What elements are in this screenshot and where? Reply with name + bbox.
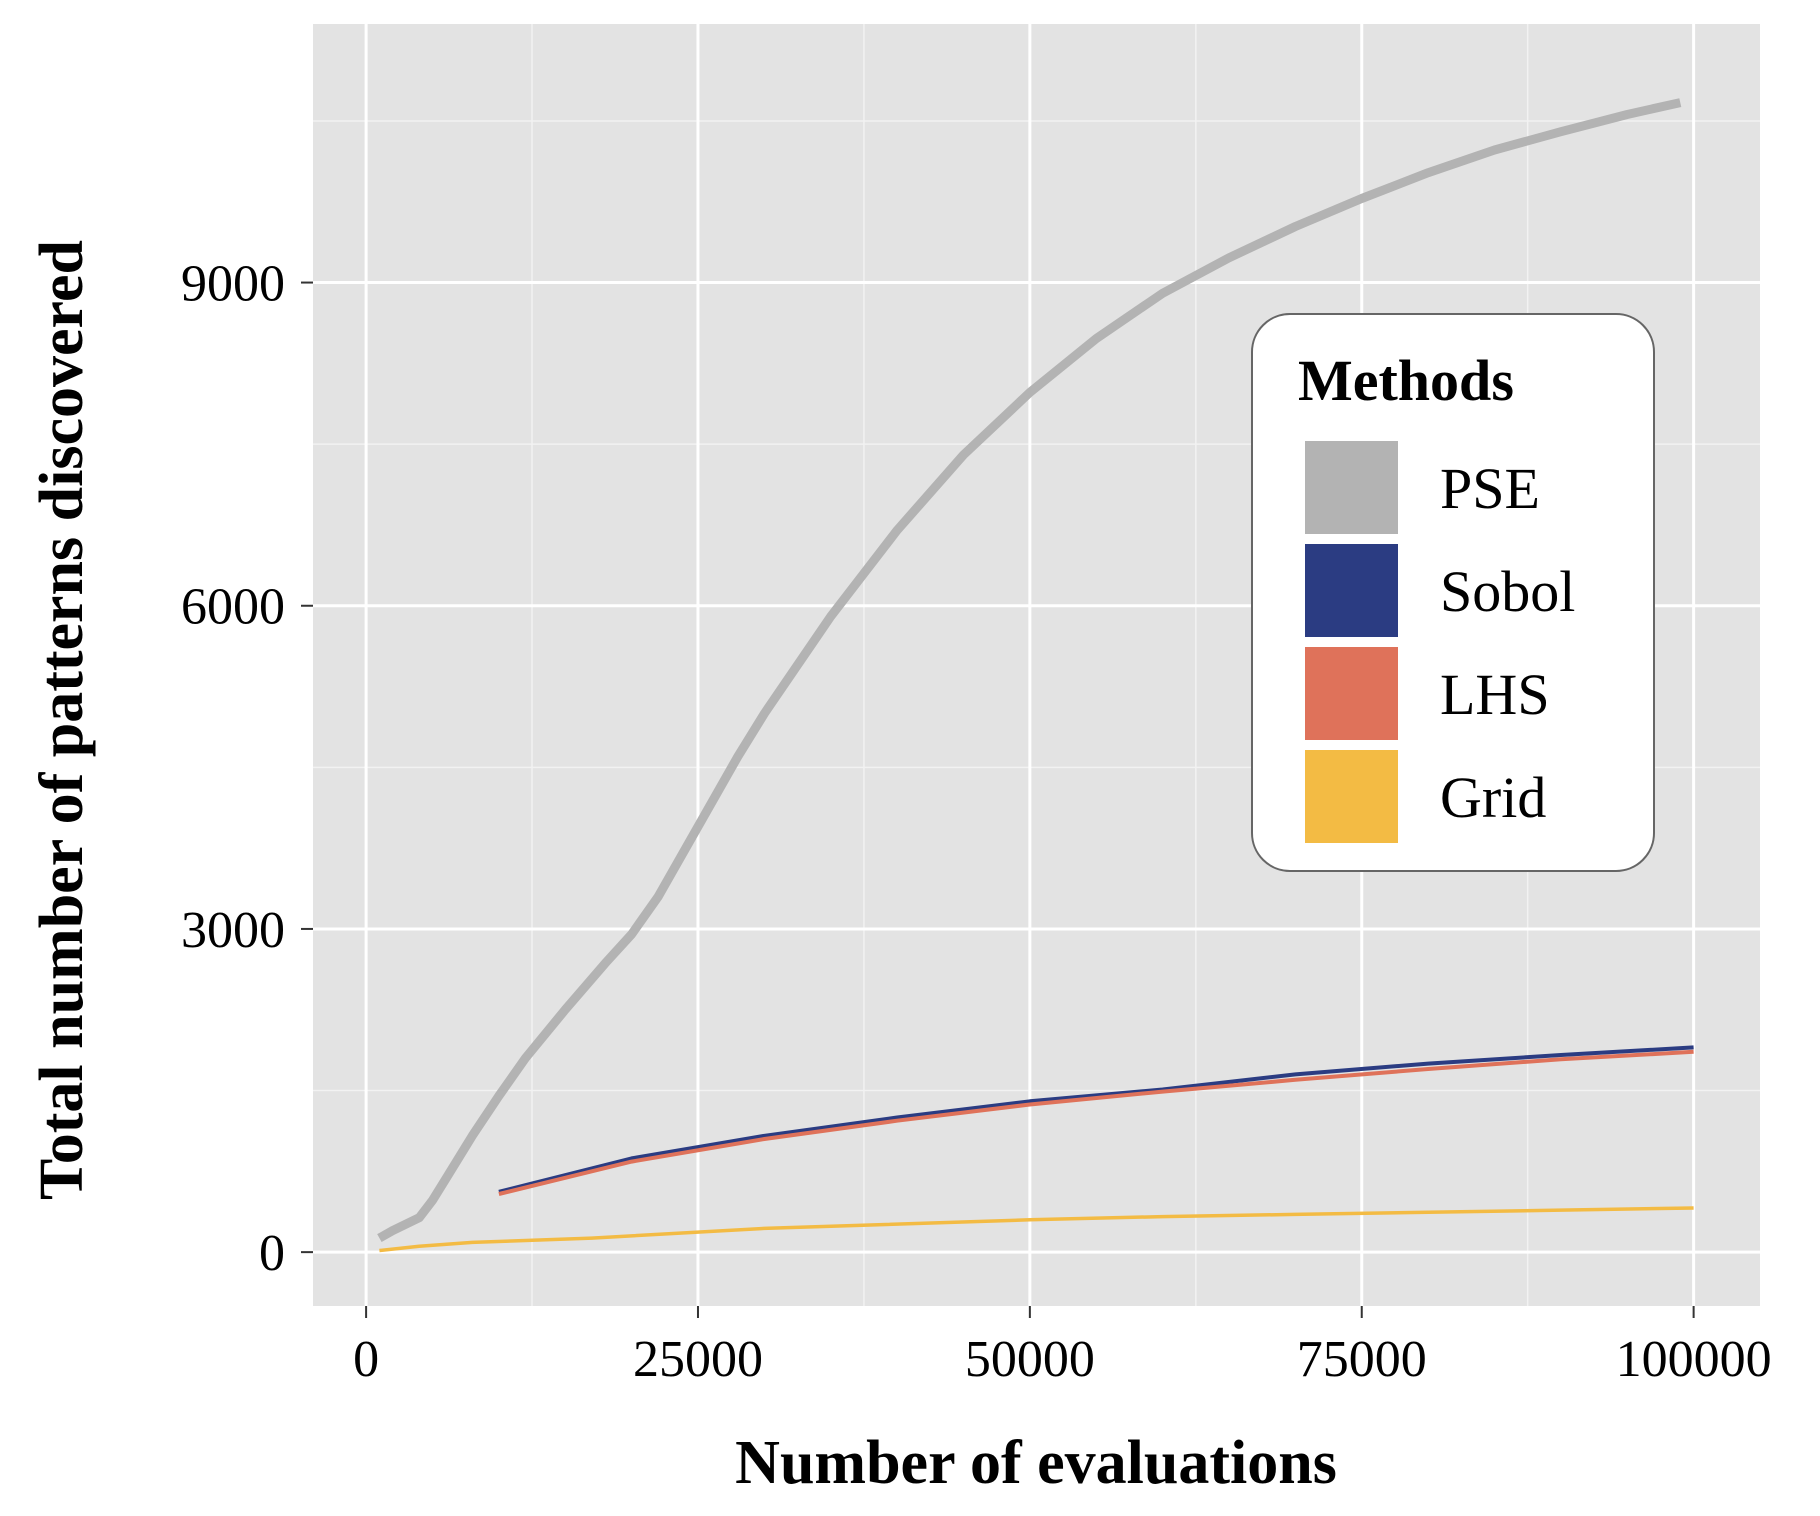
legend-label-sobol: Sobol xyxy=(1440,559,1575,624)
legend-label-grid: Grid xyxy=(1440,765,1546,830)
legend-label-lhs: LHS xyxy=(1440,662,1550,727)
x-tick-label: 50000 xyxy=(965,1331,1095,1388)
x-tick-label: 100000 xyxy=(1616,1331,1772,1388)
series-line-pse xyxy=(377,98,1682,1243)
y-axis: 0 3000 6000 9000 xyxy=(181,256,313,1282)
x-tick-label: 25000 xyxy=(633,1331,763,1388)
x-axis-title: Number of evaluations xyxy=(735,1429,1337,1497)
y-tick-label: 0 xyxy=(259,1225,285,1282)
series-line-sobol xyxy=(498,1045,1694,1194)
series-line-lhs xyxy=(498,1049,1694,1196)
legend-swatch-sobol xyxy=(1305,544,1398,637)
major-grid xyxy=(313,24,1760,1306)
y-tick-label: 9000 xyxy=(181,256,285,313)
legend-label-pse: PSE xyxy=(1440,456,1540,521)
y-tick-label: 3000 xyxy=(181,902,285,959)
x-tick-label: 0 xyxy=(353,1331,379,1388)
legend-swatch-pse xyxy=(1305,441,1398,534)
legend-swatch-lhs xyxy=(1305,647,1398,740)
y-tick-label: 6000 xyxy=(181,579,285,636)
legend: Methods PSE Sobol LHS Grid xyxy=(1251,313,1655,872)
series-layer xyxy=(377,98,1694,1253)
x-axis: 0 25000 50000 75000 100000 xyxy=(353,1306,1772,1388)
y-axis-title: Total number of patterns discovered xyxy=(28,240,96,1200)
legend-title: Methods xyxy=(1298,348,1514,413)
legend-swatch-grid xyxy=(1305,750,1398,843)
series-line-grid xyxy=(379,1206,1694,1253)
x-tick-label: 75000 xyxy=(1297,1331,1427,1388)
